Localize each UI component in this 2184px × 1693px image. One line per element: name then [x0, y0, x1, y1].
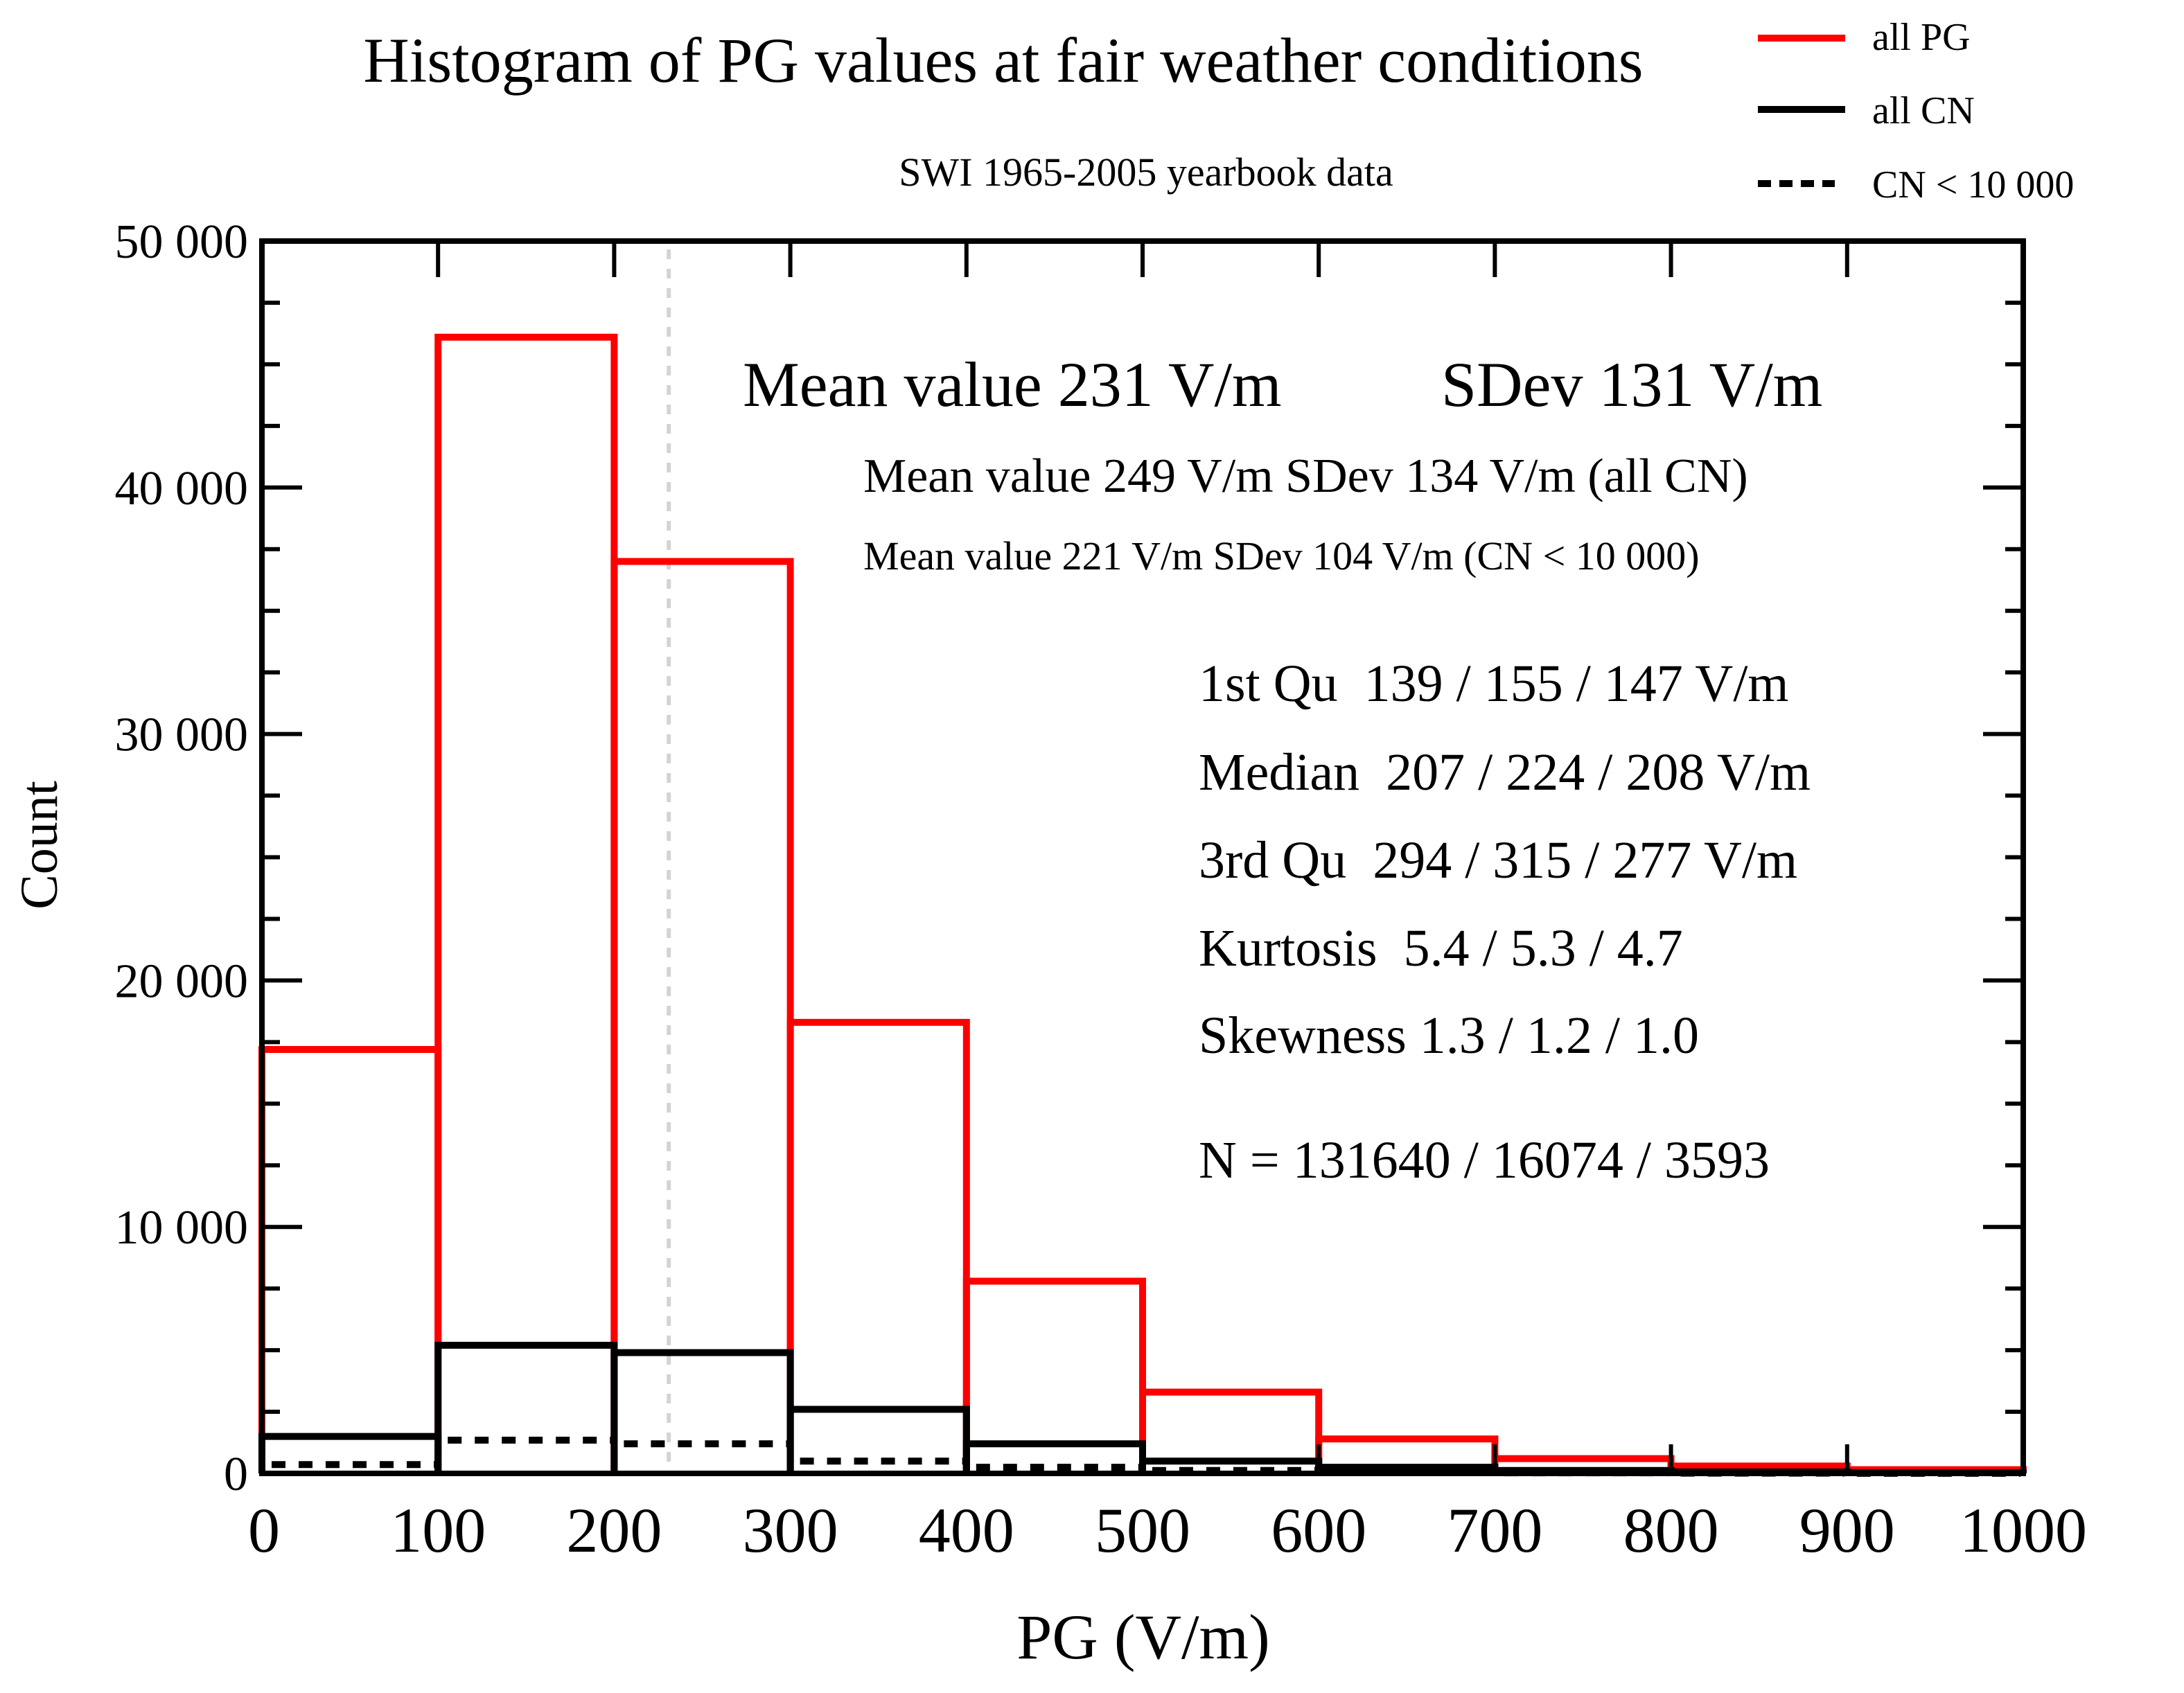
bar-all-pg-4 — [962, 1277, 1146, 1473]
annotation-sdev-main: SDev 131 V/m — [1441, 349, 1822, 420]
bars-layer — [258, 333, 2027, 1477]
legend-label-all-cn: all CN — [1872, 89, 1975, 132]
y-tick-labels: 0 10 000 20 000 30 000 40 000 50 000 — [115, 215, 249, 1501]
x-tick-labels: 0 100 200 300 400 500 600 700 800 900 1000 — [248, 1495, 2087, 1566]
legend: all PG all CN CN < 10 000 — [1758, 16, 2074, 206]
x-tick-label-4: 400 — [919, 1495, 1014, 1566]
y-axis-label: Count — [10, 781, 69, 910]
chart-title: Histogram of PG values at fair weather c… — [363, 25, 1643, 96]
x-tick-label-3: 300 — [743, 1495, 838, 1566]
x-tick-label-0: 0 — [248, 1495, 280, 1566]
y-tick-label-4: 40 000 — [115, 462, 249, 515]
annotation-mean-all-cn: Mean value 249 V/m SDev 134 V/m (all CN) — [863, 450, 1748, 503]
annotation-stat-kurtosis: Kurtosis 5.4 / 5.3 / 4.7 — [1199, 919, 1683, 977]
bar-all-pg-5 — [1139, 1388, 1323, 1473]
annotations: Mean value 231 V/m SDev 131 V/m Mean val… — [743, 349, 1822, 1189]
x-tick-label-5: 500 — [1095, 1495, 1190, 1566]
bar-all-pg-2 — [610, 558, 794, 1473]
plot-frame — [259, 238, 2026, 1476]
annotation-mean-cn-lt-10000: Mean value 221 V/m SDev 104 V/m (CN < 10… — [863, 533, 1700, 578]
bar-all-cn-1 — [434, 1341, 618, 1473]
x-tick-label-1: 100 — [390, 1495, 486, 1566]
legend-label-cn-lt-10000: CN < 10 000 — [1872, 163, 2074, 206]
annotation-stat-3rd-qu: 3rd Qu 294 / 315 / 277 V/m — [1199, 831, 1797, 889]
bar-all-pg-1 — [434, 333, 618, 1473]
bar-all-cn-2 — [610, 1349, 794, 1473]
x-tick-label-9: 900 — [1799, 1495, 1895, 1566]
y-tick-label-2: 20 000 — [115, 955, 249, 1008]
x-axis-label: PG (V/m) — [1016, 1602, 1269, 1672]
y-tick-label-0: 0 — [224, 1448, 248, 1501]
bar-all-pg-3 — [786, 1018, 970, 1473]
bar-all-pg-0 — [258, 1046, 442, 1473]
y-tick-label-3: 30 000 — [115, 709, 249, 762]
y-tick-label-5: 50 000 — [115, 215, 249, 269]
x-tick-label-6: 600 — [1271, 1495, 1366, 1566]
chart-subtitle: SWI 1965-2005 yearbook data — [899, 150, 1393, 195]
annotation-stat-1st-qu: 1st Qu 139 / 155 / 147 V/m — [1199, 655, 1789, 713]
annotation-n: N = 131640 / 16074 / 3593 — [1199, 1131, 1770, 1189]
x-tick-label-7: 700 — [1447, 1495, 1542, 1566]
x-tick-label-8: 800 — [1623, 1495, 1719, 1566]
annotation-stat-median: Median 207 / 224 / 208 V/m — [1199, 743, 1811, 801]
x-tick-label-10: 1000 — [1960, 1495, 2087, 1566]
series-all-pg — [258, 333, 2027, 1473]
annotation-mean-main: Mean value 231 V/m — [743, 349, 1282, 420]
x-tick-label-2: 200 — [566, 1495, 662, 1566]
legend-label-all-pg: all PG — [1872, 16, 1971, 59]
annotation-stat-skewness: Skewness 1.3 / 1.2 / 1.0 — [1199, 1007, 1699, 1065]
y-tick-label-1: 10 000 — [115, 1201, 249, 1255]
